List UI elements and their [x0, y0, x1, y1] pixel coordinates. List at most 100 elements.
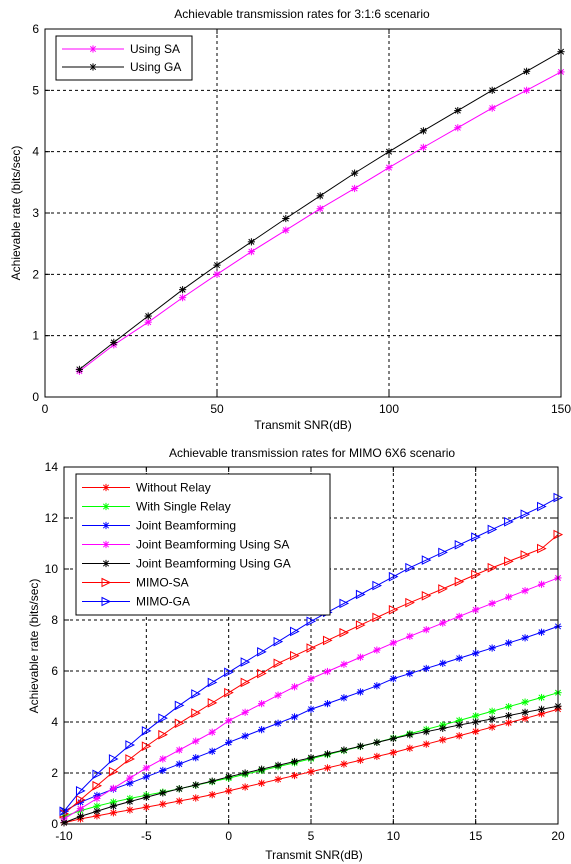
data-point — [323, 667, 332, 676]
data-point — [109, 809, 117, 817]
chart-1-y-axis-label: Achievable rate (bits/sec) — [9, 146, 23, 281]
data-point — [282, 226, 290, 234]
data-point — [141, 726, 152, 736]
data-point — [282, 214, 290, 223]
legend-marker — [102, 483, 110, 492]
data-point — [144, 312, 152, 320]
legend-entry: Joint Beamforming Using SA — [82, 538, 289, 552]
data-point — [439, 659, 447, 667]
data-point — [523, 67, 531, 75]
data-point — [273, 658, 284, 669]
data-point — [389, 639, 397, 647]
data-point — [356, 688, 364, 696]
data-point — [505, 593, 513, 601]
legend-label: Joint Beamforming Using GA — [136, 557, 291, 571]
chart-2: Achievable transmission rates for MIMO 6… — [27, 446, 565, 862]
data-point — [142, 764, 150, 772]
y-tick-label: 2 — [32, 267, 39, 281]
data-point — [537, 628, 546, 636]
data-point — [439, 724, 447, 732]
data-point — [159, 755, 167, 763]
x-tick-label: 20 — [551, 829, 565, 843]
data-point — [213, 270, 221, 278]
data-point — [455, 732, 463, 740]
data-point — [471, 532, 481, 542]
data-point — [487, 562, 498, 573]
data-point — [439, 736, 447, 744]
data-point — [290, 713, 299, 721]
data-point — [488, 707, 496, 715]
legend-label: Without Relay — [136, 481, 211, 495]
data-point — [537, 705, 546, 713]
data-point — [505, 712, 513, 720]
data-point — [290, 683, 299, 691]
chart-2-series — [59, 492, 564, 827]
y-tick-label: 2 — [51, 766, 58, 780]
data-point — [247, 248, 255, 256]
legend-label: MIMO-GA — [136, 595, 190, 609]
legend-box — [55, 35, 193, 81]
data-point — [109, 802, 117, 810]
data-point — [126, 774, 134, 782]
legend-marker — [102, 540, 110, 549]
data-point — [258, 700, 266, 708]
data-point — [207, 677, 218, 688]
legend-entry: MIMO-GA — [82, 595, 190, 609]
chart-1: Achievable transmission rates for 3:1:6 … — [9, 7, 571, 432]
data-point — [241, 783, 249, 791]
legend-marker — [101, 577, 112, 588]
data-point — [372, 580, 382, 591]
data-point — [356, 742, 364, 750]
data-point — [109, 784, 117, 792]
data-point — [174, 718, 185, 729]
series-line — [63, 497, 559, 812]
x-tick-label: -5 — [141, 829, 152, 843]
chart-1-series — [75, 48, 565, 375]
data-point — [225, 773, 233, 781]
data-point — [537, 693, 546, 702]
data-point — [179, 286, 187, 294]
legend-marker — [89, 63, 97, 71]
data-point — [438, 584, 448, 594]
legend-label: Joint Beamforming — [136, 519, 236, 533]
data-point — [323, 750, 332, 758]
data-point — [504, 556, 514, 567]
data-point — [405, 597, 415, 608]
data-point — [316, 205, 324, 213]
data-point — [373, 682, 381, 690]
data-point — [75, 365, 83, 373]
data-point — [406, 731, 414, 739]
data-point — [307, 675, 315, 683]
data-point — [208, 791, 216, 799]
chart-1-legend: Using SA Using GA — [55, 35, 193, 81]
data-point — [488, 644, 496, 652]
chart-2-title: Achievable transmission rates for MIMO 6… — [169, 446, 455, 460]
data-point — [385, 164, 393, 172]
data-point — [125, 740, 135, 750]
x-tick-label: -10 — [55, 829, 73, 843]
y-tick-label: 10 — [45, 562, 59, 576]
data-point — [126, 806, 134, 814]
x-tick-label: 100 — [379, 402, 399, 416]
data-point — [422, 728, 430, 736]
data-point — [419, 127, 427, 135]
legend-entry: Joint Beamforming Using GA — [82, 557, 291, 571]
data-point — [488, 86, 496, 94]
data-point — [175, 785, 183, 793]
data-point — [472, 727, 480, 736]
legend-label: Using GA — [130, 60, 181, 74]
legend-marker — [89, 45, 97, 53]
data-point — [421, 590, 432, 601]
data-point — [472, 712, 480, 720]
data-point — [388, 571, 399, 582]
data-point — [316, 192, 324, 200]
chart-2-x-ticks: -10 -5 0 5 10 15 20 — [55, 467, 565, 843]
data-point — [224, 687, 234, 698]
x-tick-label: 10 — [387, 829, 401, 843]
data-point — [76, 805, 85, 813]
data-point — [175, 746, 183, 754]
data-point — [340, 760, 348, 768]
x-tick-label: 0 — [42, 402, 49, 416]
data-point — [389, 675, 397, 683]
data-point — [504, 517, 514, 527]
